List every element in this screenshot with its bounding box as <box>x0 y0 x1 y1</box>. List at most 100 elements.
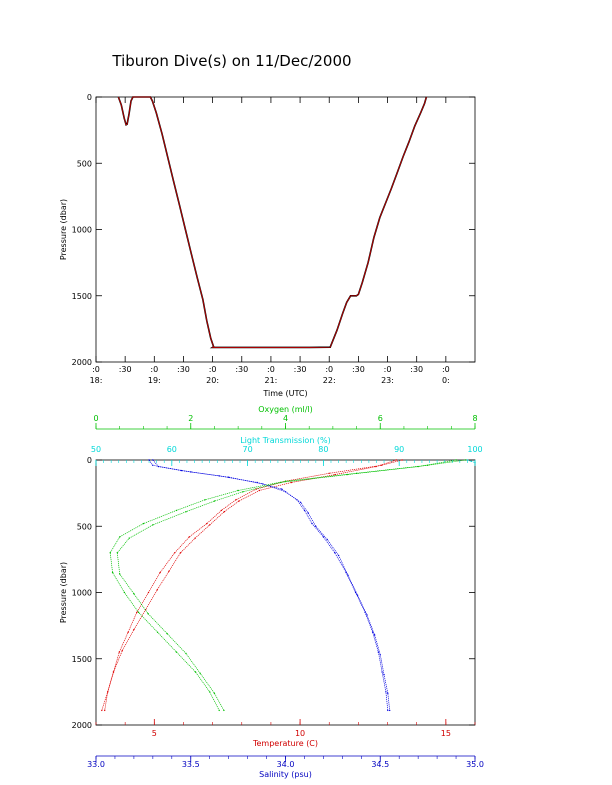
temperature-data-point <box>328 472 330 474</box>
oxygen-data-point <box>417 465 419 468</box>
temperature-data-point <box>209 524 211 526</box>
x-tick-label-1-minute: :30 <box>235 365 248 374</box>
temperature-data-point <box>107 691 109 693</box>
x-tick-label-1-minute: :0 <box>150 365 158 374</box>
light-tick-label: 80 <box>318 445 328 454</box>
y-tick-label-1: 1000 <box>72 226 92 235</box>
oxygen-axis-label: Oxygen (ml/l) <box>258 405 313 414</box>
salinity-data-point <box>337 554 340 557</box>
salinity-data-point <box>387 692 389 694</box>
x-tick-label-1-hour: 23: <box>381 376 394 385</box>
x-tick-label-1-hour: 21: <box>264 376 277 385</box>
oxygen-profile-line <box>109 459 466 711</box>
salinity-data-point <box>262 483 264 485</box>
salinity-data-point <box>303 509 306 512</box>
temperature-data-point <box>133 628 135 631</box>
x-tick-label-1-minute: :0 <box>92 365 100 374</box>
oxygen-data-point <box>213 500 216 502</box>
salinity-data-point <box>377 651 380 653</box>
property-profiles-chart: 0 500 1000 1500 2000 Pressure (dbar) 0 2 4 6 8 Oxyg… <box>59 405 484 779</box>
salinity-data-point <box>334 552 336 554</box>
temperature-data-point <box>127 631 129 633</box>
oxygen-tick-label: 2 <box>188 414 193 423</box>
temperature-data-point <box>401 459 403 461</box>
oxygen-data-point <box>242 491 244 493</box>
oxygen-data-point <box>137 611 140 614</box>
temperature-data-point <box>112 671 115 673</box>
temperature-data-point <box>174 552 176 554</box>
salinity-data-point <box>387 709 389 712</box>
light-tick-label: 60 <box>167 445 177 454</box>
light-axis-label: Light Transmission (%) <box>240 436 331 445</box>
y-tick-label-2: 1500 <box>72 655 92 664</box>
plot-frame-2 <box>95 459 476 726</box>
x-axis-label-1: Time (UTC) <box>262 389 307 398</box>
oxygen-data-point <box>147 613 149 615</box>
light-tick-label: 70 <box>243 445 253 454</box>
oxygen-data-point <box>128 537 130 539</box>
oxygen-data-point <box>109 552 111 554</box>
salinity-data-point <box>389 709 391 712</box>
salinity-tick-label: 33.0 <box>87 760 105 769</box>
salinity-data-point <box>148 459 150 461</box>
oxygen-data-point <box>213 692 216 694</box>
salinity-data-point <box>326 538 328 541</box>
oxygen-tick-label: 0 <box>93 414 98 423</box>
temperature-data-point <box>334 473 336 476</box>
oxygen-data-point <box>464 459 467 461</box>
y-tick-label-2: 2000 <box>72 721 92 730</box>
oxygen-profile-line <box>116 459 457 711</box>
salinity-data-point <box>284 491 287 493</box>
x-tick-label-1-minute: :0 <box>325 365 333 374</box>
salinity-profile-line <box>152 459 391 711</box>
x-tick-label-1-hour: 19: <box>148 376 161 385</box>
oxygen-data-point <box>455 459 457 461</box>
temperature-data-point <box>168 570 170 572</box>
y-tick-label-2: 500 <box>77 522 92 531</box>
y-tick-label-1: 500 <box>77 159 92 168</box>
temperature-data-point <box>220 509 223 512</box>
y-tick-label-1: 1500 <box>72 292 92 301</box>
salinity-data-point <box>228 476 230 478</box>
temperature-data-point <box>179 552 182 554</box>
oxygen-data-point <box>119 573 121 575</box>
oxygen-tick-label: 4 <box>283 414 288 423</box>
salinity-tick-label: 35.0 <box>466 760 484 769</box>
y-axis-label-2: Pressure (dbar) <box>59 562 68 623</box>
temperature-data-point <box>223 511 225 513</box>
temperature-data-point <box>156 589 158 591</box>
oxygen-data-point <box>194 671 197 673</box>
salinity-data-point <box>152 464 154 466</box>
temperature-data-point <box>147 591 150 594</box>
temperature-data-point <box>194 537 196 539</box>
oxygen-tick-label: 8 <box>472 414 477 423</box>
x-tick-label-1-minute: :30 <box>119 365 132 374</box>
salinity-tick-label: 34.5 <box>371 760 389 769</box>
temperature-data-point <box>101 709 103 712</box>
salinity-data-point <box>383 673 385 676</box>
salinity-data-point <box>152 459 154 461</box>
salinity-profile-line <box>148 459 389 711</box>
light-tick-label: 90 <box>394 445 404 454</box>
x-tick-label-1-minute: :30 <box>352 365 365 374</box>
oxygen-data-point <box>185 652 187 655</box>
temperature-data-point <box>104 709 106 712</box>
oxygen-data-point <box>218 709 220 712</box>
light-data-point <box>470 460 472 462</box>
salinity-data-point <box>315 525 317 527</box>
x-tick-label-1-minute: :0 <box>384 365 392 374</box>
oxygen-tick-label: 6 <box>378 414 383 423</box>
oxygen-data-point <box>123 591 126 594</box>
oxygen-data-point <box>116 552 119 554</box>
salinity-data-point <box>385 691 387 693</box>
temperature-data-point <box>118 651 121 653</box>
salinity-axis-label: Salinity (psu) <box>259 770 312 779</box>
temperature-data-point <box>121 650 123 652</box>
salinity-tick-label: 34.0 <box>277 760 295 769</box>
temperature-data-point <box>206 522 208 525</box>
oxygen-data-point <box>280 481 282 484</box>
oxygen-data-point <box>199 672 201 674</box>
salinity-data-point <box>322 536 325 538</box>
x-tick-label-1-hour: 18: <box>90 376 103 385</box>
